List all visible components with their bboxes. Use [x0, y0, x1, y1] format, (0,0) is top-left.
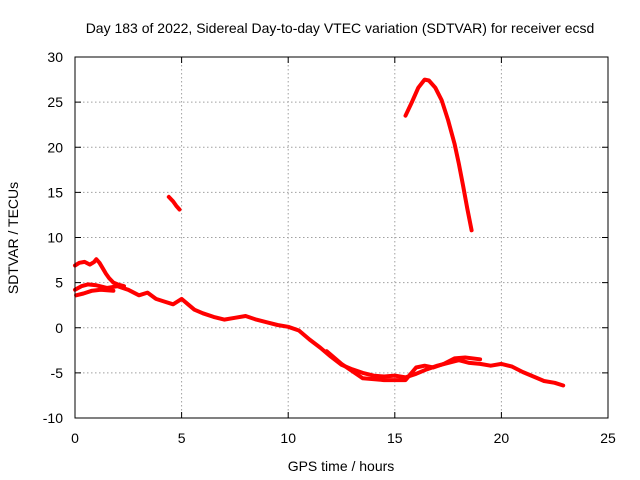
y-axis-label: SDTVAR / TECUs — [5, 182, 21, 294]
chart-title: Day 183 of 2022, Sidereal Day-to-day VTE… — [86, 20, 595, 36]
x-tick-label: 5 — [178, 430, 186, 446]
series-short-segment-trace — [166, 194, 182, 212]
x-tick-label: 10 — [280, 430, 296, 446]
grid-group — [75, 57, 608, 418]
y-tick-label: 30 — [47, 49, 63, 65]
x-tick-label: 25 — [600, 430, 616, 446]
series-arc-trace — [403, 77, 474, 233]
y-tick-label: 0 — [55, 320, 63, 336]
y-tick-label: 15 — [47, 184, 63, 200]
x-axis-label: GPS time / hours — [288, 458, 395, 474]
y-tick-label: 5 — [55, 275, 63, 291]
y-tick-label: -10 — [43, 410, 63, 426]
series-main-trace — [73, 282, 566, 388]
x-tick-label: 20 — [494, 430, 510, 446]
y-tick-label: 20 — [47, 139, 63, 155]
series-early-lower-trace — [74, 287, 116, 298]
series-secondary-band — [324, 349, 483, 383]
series-early-upper-trace — [73, 257, 126, 289]
y-tick-label: -5 — [51, 365, 64, 381]
x-tick-label: 15 — [387, 430, 403, 446]
y-tick-label: 10 — [47, 230, 63, 246]
x-tick-label: 0 — [71, 430, 79, 446]
tick-group: 0 5 10 15 20 25 -10 -5 0 5 10 15 20 25 30 — [43, 49, 616, 446]
y-tick-label: 25 — [47, 94, 63, 110]
series-group — [73, 77, 566, 388]
